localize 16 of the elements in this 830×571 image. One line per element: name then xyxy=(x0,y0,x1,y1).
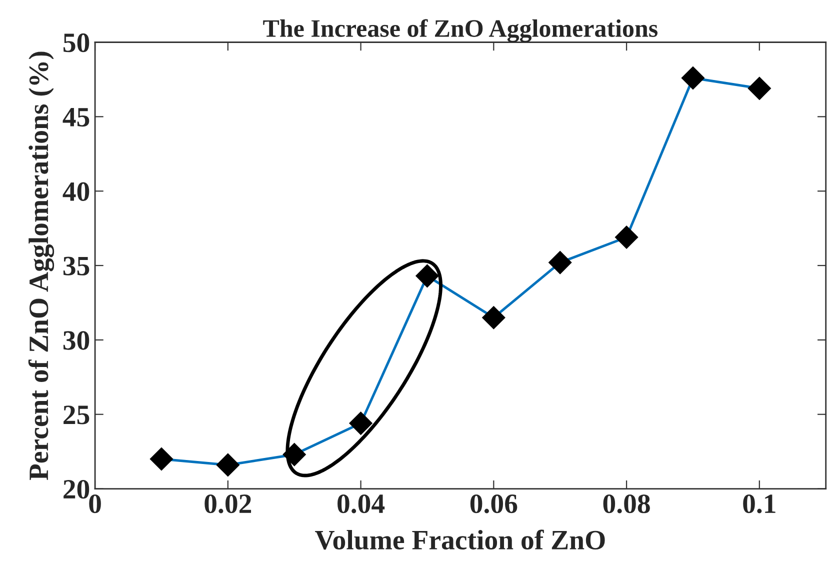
x-tick-label: 0.08 xyxy=(603,494,650,514)
y-tick-label: 40 xyxy=(62,182,90,202)
y-tick-label: 20 xyxy=(64,480,90,499)
y-tick-label: 25 xyxy=(64,406,90,424)
y-axis-title: Percent of ZnO Agglomerations (%) xyxy=(28,52,54,480)
x-tick-label: 0.06 xyxy=(470,494,518,514)
x-tick-label: 0 xyxy=(89,494,101,514)
chart-title: The Increase of ZnO Agglomerations xyxy=(263,19,658,42)
x-tick-label: 0.04 xyxy=(338,494,385,514)
x-tick-label: 0.1 xyxy=(743,494,776,514)
y-tick-label: 30 xyxy=(63,331,90,350)
y-tick-label: 35 xyxy=(63,256,90,276)
y-tick-label: 50 xyxy=(64,33,90,52)
x-tick-label: 0.02 xyxy=(204,494,252,514)
y-tick-label: 45 xyxy=(62,108,90,127)
x-axis-title: Volume Fraction of ZnO xyxy=(315,530,605,550)
